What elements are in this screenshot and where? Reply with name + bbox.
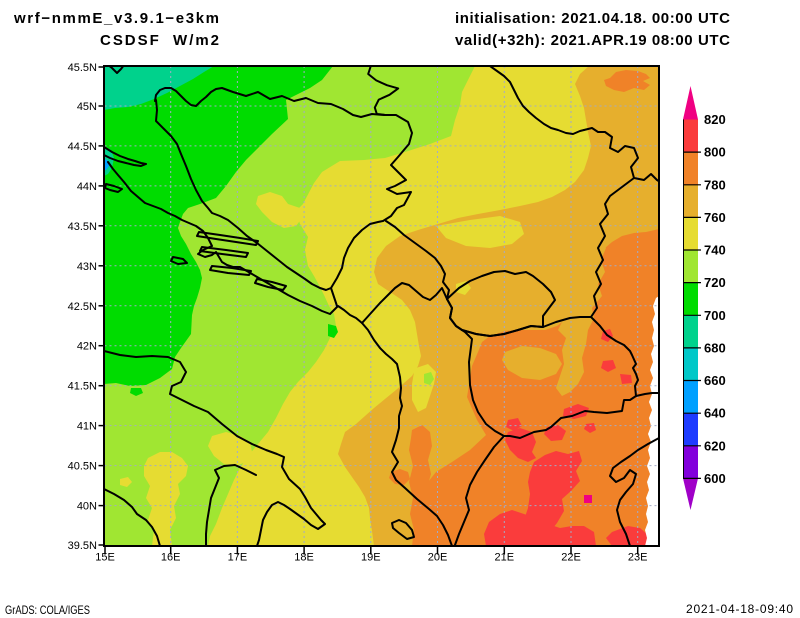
svg-text:15E: 15E: [95, 552, 115, 564]
svg-text:740: 740: [704, 243, 726, 258]
svg-text:20E: 20E: [428, 552, 448, 564]
svg-text:43.5N: 43.5N: [68, 221, 97, 233]
svg-text:40N: 40N: [77, 501, 97, 513]
svg-text:GrADS: COLA/IGES: GrADS: COLA/IGES: [5, 603, 90, 617]
svg-text:42N: 42N: [77, 341, 97, 353]
svg-text:41N: 41N: [77, 421, 97, 433]
svg-text:17E: 17E: [228, 552, 248, 564]
svg-text:45.5N: 45.5N: [68, 62, 97, 74]
svg-text:39.5N: 39.5N: [68, 540, 97, 552]
svg-text:600: 600: [704, 471, 726, 486]
svg-text:valid(+32h): 2021.APR.19 08:00: valid(+32h): 2021.APR.19 08:00 UTC: [455, 32, 730, 49]
svg-text:820: 820: [704, 112, 726, 127]
svg-text:620: 620: [704, 438, 726, 453]
svg-text:660: 660: [704, 373, 726, 388]
svg-text:wrf−nmmE_v3.9.1−e3km: wrf−nmmE_v3.9.1−e3km: [13, 10, 219, 27]
svg-text:44.5N: 44.5N: [68, 141, 97, 153]
svg-text:23E: 23E: [628, 552, 648, 564]
svg-text:43N: 43N: [77, 261, 97, 273]
svg-text:800: 800: [704, 145, 726, 160]
svg-text:45N: 45N: [77, 101, 97, 113]
svg-text:18E: 18E: [294, 552, 314, 564]
svg-text:780: 780: [704, 177, 726, 192]
svg-text:44N: 44N: [77, 181, 97, 193]
svg-text:21E: 21E: [495, 552, 515, 564]
svg-text:19E: 19E: [361, 552, 381, 564]
svg-text:41.5N: 41.5N: [68, 381, 97, 393]
svg-text:760: 760: [704, 210, 726, 225]
svg-text:42.5N: 42.5N: [68, 301, 97, 313]
svg-text:2021-04-18-09:40: 2021-04-18-09:40: [686, 602, 793, 616]
svg-text:40.5N: 40.5N: [68, 461, 97, 473]
svg-text:22E: 22E: [561, 552, 581, 564]
svg-text:16E: 16E: [161, 552, 181, 564]
svg-text:720: 720: [704, 275, 726, 290]
svg-text:680: 680: [704, 340, 726, 355]
svg-text:640: 640: [704, 406, 726, 421]
svg-text:700: 700: [704, 308, 726, 323]
svg-text:initialisation: 2021.04.18. 00: initialisation: 2021.04.18. 00:00 UTC: [455, 10, 730, 27]
